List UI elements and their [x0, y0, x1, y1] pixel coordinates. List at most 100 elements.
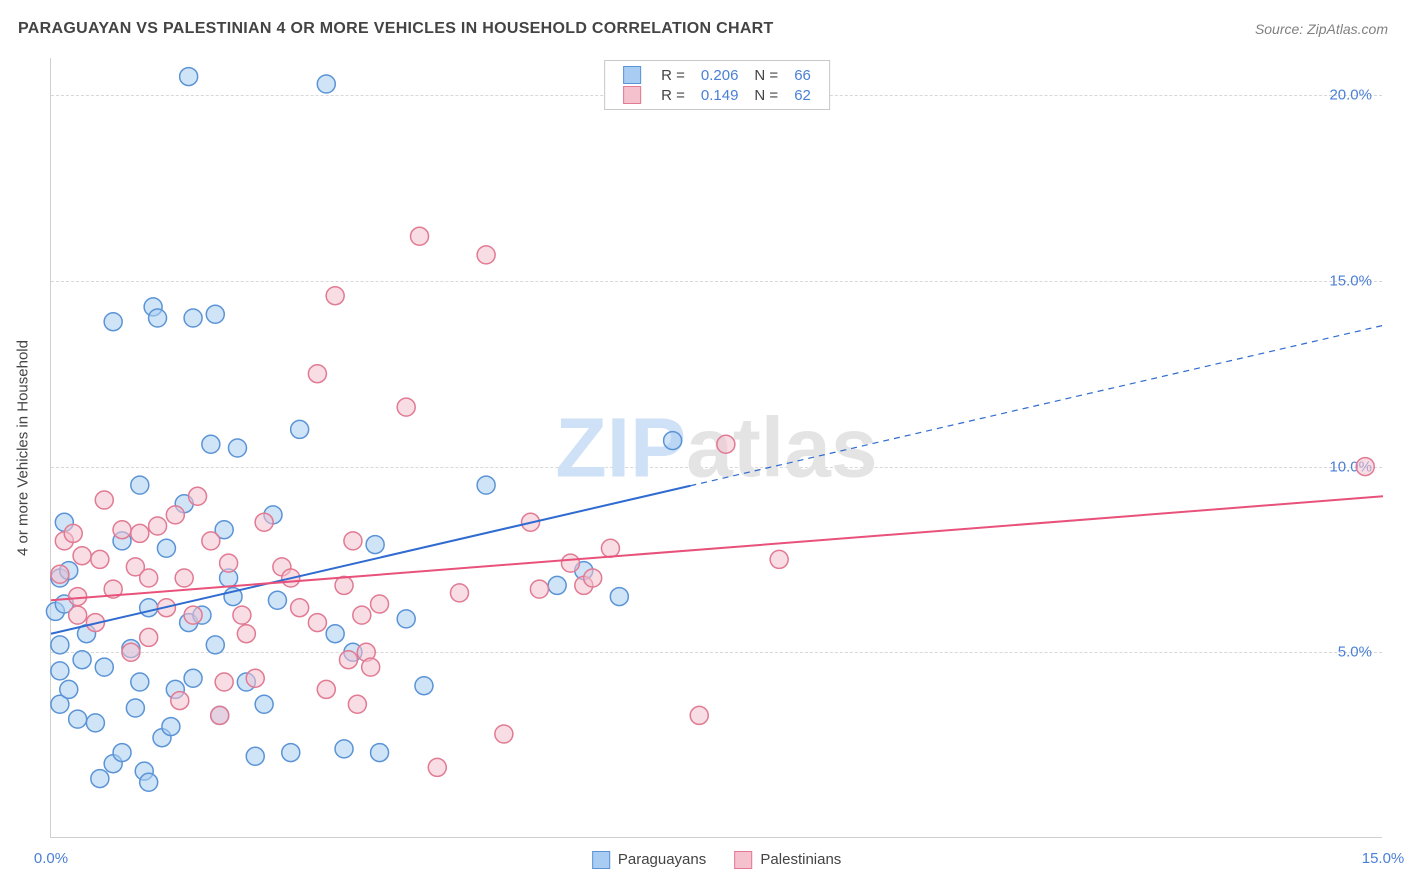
- scatter-point: [255, 513, 273, 531]
- scatter-point: [166, 506, 184, 524]
- chart-container: PARAGUAYAN VS PALESTINIAN 4 OR MORE VEHI…: [0, 0, 1406, 892]
- y-axis-label: 4 or more Vehicles in Household: [15, 340, 32, 556]
- scatter-point: [131, 524, 149, 542]
- scatter-point: [162, 718, 180, 736]
- scatter-point: [60, 680, 78, 698]
- legend-series: Paraguayans Palestinians: [578, 851, 856, 869]
- title-bar: PARAGUAYAN VS PALESTINIAN 4 OR MORE VEHI…: [18, 20, 1388, 38]
- trend-line: [51, 496, 1383, 600]
- chart-title: PARAGUAYAN VS PALESTINIAN 4 OR MORE VEHI…: [18, 20, 774, 38]
- scatter-point: [184, 606, 202, 624]
- scatter-point: [548, 576, 566, 594]
- scatter-point: [335, 576, 353, 594]
- scatter-point: [91, 770, 109, 788]
- plot-area: 4 or more Vehicles in Household 5.0%10.0…: [50, 58, 1382, 838]
- scatter-point: [530, 580, 548, 598]
- scatter-point: [86, 714, 104, 732]
- scatter-point: [220, 554, 238, 572]
- scatter-point: [184, 669, 202, 687]
- scatter-point: [610, 588, 628, 606]
- scatter-point: [770, 550, 788, 568]
- scatter-point: [366, 536, 384, 554]
- scatter-point: [64, 524, 82, 542]
- scatter-point: [126, 699, 144, 717]
- scatter-point: [228, 439, 246, 457]
- scatter-point: [308, 614, 326, 632]
- legend-series-item: Palestinians: [734, 851, 841, 868]
- scatter-point: [397, 398, 415, 416]
- scatter-point: [206, 636, 224, 654]
- scatter-point: [317, 75, 335, 93]
- scatter-point: [202, 532, 220, 550]
- trend-line-extrapolated: [690, 325, 1383, 485]
- scatter-point: [122, 643, 140, 661]
- scatter-point: [215, 673, 233, 691]
- scatter-point: [140, 628, 158, 646]
- scatter-point: [495, 725, 513, 743]
- scatter-point: [348, 695, 366, 713]
- scatter-point: [51, 636, 69, 654]
- scatter-point: [450, 584, 468, 602]
- legend-correlation-row: R =0.206N =66: [615, 65, 819, 85]
- scatter-point: [308, 365, 326, 383]
- scatter-point: [149, 517, 167, 535]
- scatter-point: [477, 246, 495, 264]
- scatter-point: [291, 420, 309, 438]
- scatter-point: [140, 599, 158, 617]
- scatter-point: [717, 435, 735, 453]
- scatter-point: [202, 435, 220, 453]
- scatter-point: [104, 313, 122, 331]
- scatter-point: [415, 677, 433, 695]
- scatter-point: [51, 662, 69, 680]
- scatter-point: [73, 547, 91, 565]
- scatter-point: [149, 309, 167, 327]
- scatter-point: [362, 658, 380, 676]
- scatter-point: [344, 532, 362, 550]
- scatter-point: [690, 706, 708, 724]
- scatter-point: [246, 747, 264, 765]
- scatter-point: [291, 599, 309, 617]
- scatter-point: [371, 595, 389, 613]
- x-tick-label: 0.0%: [34, 850, 68, 867]
- scatter-point: [184, 309, 202, 327]
- scatter-point: [339, 651, 357, 669]
- x-tick-label: 15.0%: [1362, 850, 1405, 867]
- scatter-point: [246, 669, 264, 687]
- scatter-point: [411, 227, 429, 245]
- scatter-point: [335, 740, 353, 758]
- source-label: Source: ZipAtlas.com: [1255, 21, 1388, 37]
- scatter-point: [317, 680, 335, 698]
- scatter-point: [428, 758, 446, 776]
- scatter-point: [664, 432, 682, 450]
- scatter-point: [69, 710, 87, 728]
- scatter-point: [397, 610, 415, 628]
- scatter-point: [282, 744, 300, 762]
- scatter-point: [601, 539, 619, 557]
- scatter-point: [140, 773, 158, 791]
- scatter-point: [211, 706, 229, 724]
- scatter-point: [73, 651, 91, 669]
- scatter-point: [91, 550, 109, 568]
- scatter-point: [268, 591, 286, 609]
- scatter-point: [157, 539, 175, 557]
- scatter-point: [113, 744, 131, 762]
- scatter-point: [237, 625, 255, 643]
- scatter-point: [69, 606, 87, 624]
- scatter-point: [371, 744, 389, 762]
- scatter-point: [206, 305, 224, 323]
- scatter-point: [113, 521, 131, 539]
- scatter-point: [180, 68, 198, 86]
- scatter-point: [51, 565, 69, 583]
- scatter-point: [69, 588, 87, 606]
- scatter-point: [326, 625, 344, 643]
- scatter-point: [95, 658, 113, 676]
- scatter-point: [477, 476, 495, 494]
- legend-series-item: Paraguayans: [592, 851, 707, 868]
- scatter-point: [326, 287, 344, 305]
- plot-svg: [51, 58, 1382, 837]
- scatter-point: [171, 692, 189, 710]
- scatter-point: [353, 606, 371, 624]
- scatter-point: [233, 606, 251, 624]
- scatter-point: [131, 673, 149, 691]
- scatter-point: [95, 491, 113, 509]
